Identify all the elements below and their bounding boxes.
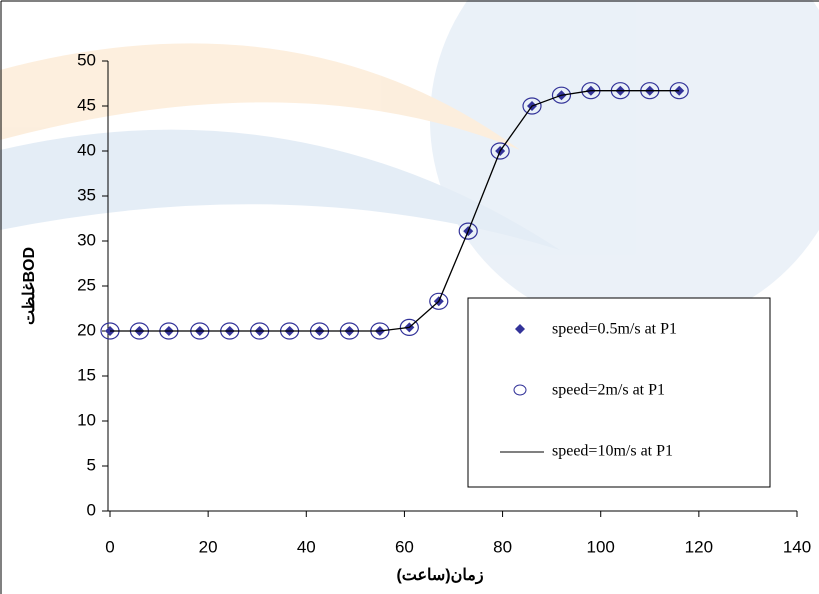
x-tick-label: 120 (685, 537, 713, 556)
y-tick-label: 50 (77, 50, 96, 69)
y-tick-label: 35 (77, 185, 96, 204)
legend: speed=0.5m/s at P1 speed=2m/s at P1 spee… (468, 298, 770, 487)
x-tick-label: 100 (587, 537, 615, 556)
chart: زمان(ساعت) غلظتBOD 0 5 10 15 20 25 30 35 40 45 50 0… (0, 0, 819, 594)
x-axis-label: زمان(ساعت) (396, 567, 483, 585)
y-tick-label: 20 (77, 320, 96, 339)
page: {"chart_data": {"type": "scatter", "x_la… (0, 0, 819, 594)
y-tick-label: 15 (77, 365, 96, 384)
x-tick-label: 0 (105, 537, 114, 556)
x-tick-label: 20 (199, 537, 218, 556)
x-tick-label: 80 (493, 537, 512, 556)
x-tick-label: 60 (395, 537, 414, 556)
y-tick-label: 10 (77, 410, 96, 429)
x-tick-label: 140 (783, 537, 811, 556)
x-tick-label: 40 (297, 537, 316, 556)
y-tick-label: 30 (77, 230, 96, 249)
y-tick-label: 5 (87, 455, 96, 474)
legend-label: speed=0.5m/s at P1 (552, 321, 677, 338)
legend-label: speed=2m/s at P1 (552, 382, 665, 399)
y-tick-label: 0 (87, 500, 96, 519)
y-tick-label: 25 (77, 275, 96, 294)
y-tick-label: 45 (77, 95, 96, 114)
legend-label: speed=10m/s at P1 (552, 443, 673, 460)
y-axis-label: غلظتBOD (21, 247, 38, 325)
watermark (0, 0, 819, 330)
y-tick-label: 40 (77, 140, 96, 159)
